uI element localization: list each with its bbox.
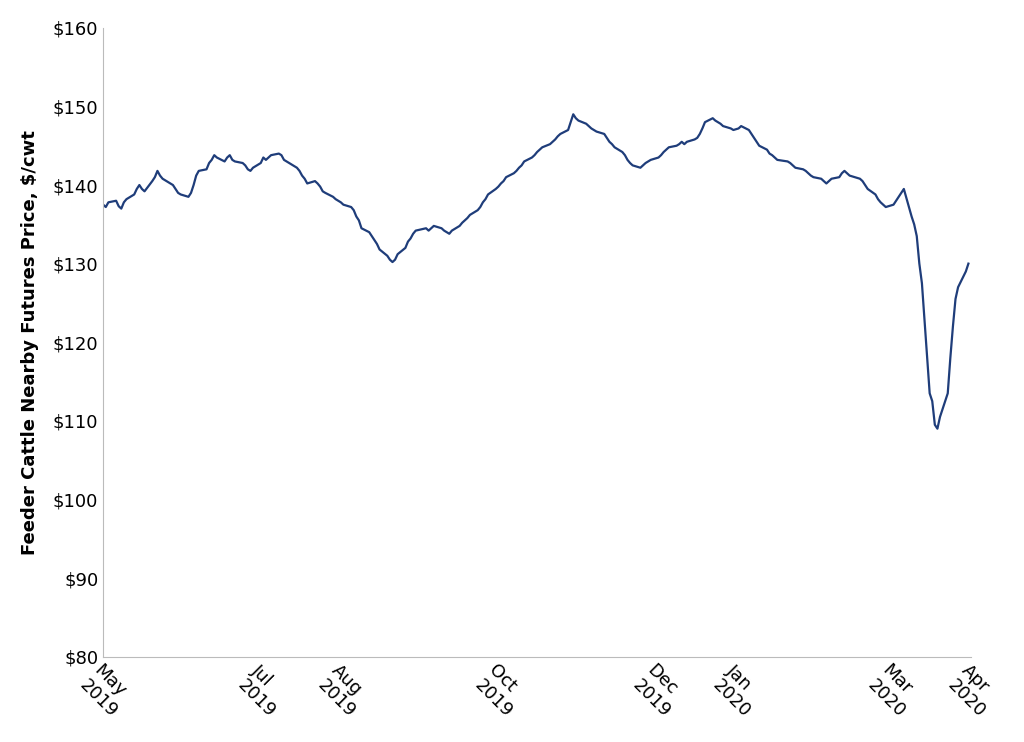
Y-axis label: Feeder Cattle Nearby Futures Price, $/cwt: Feeder Cattle Nearby Futures Price, $/cw… xyxy=(20,130,39,555)
